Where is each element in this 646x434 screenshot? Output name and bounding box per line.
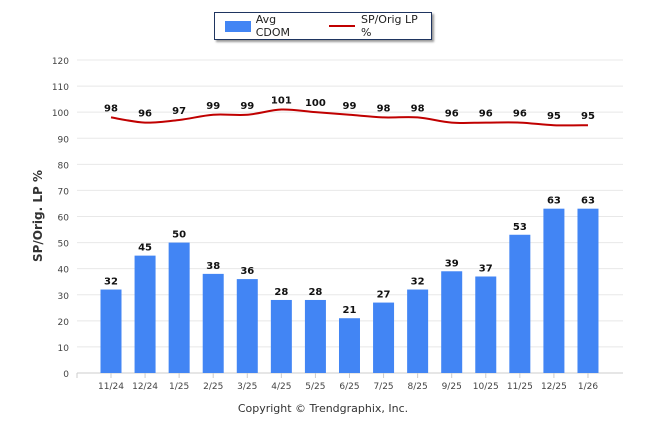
y-tick-label: 120 bbox=[52, 57, 69, 67]
bar-avg-cdom bbox=[134, 255, 156, 373]
legend-label-sp-orig: SP/Orig LP % bbox=[360, 13, 418, 39]
bar-avg-cdom bbox=[509, 234, 531, 373]
line-data-label: 96 bbox=[138, 109, 152, 120]
y-tick-label: 90 bbox=[58, 135, 70, 145]
bar-avg-cdom bbox=[441, 271, 463, 373]
bar-avg-cdom bbox=[577, 208, 599, 373]
y-tick-label: 20 bbox=[58, 318, 70, 328]
x-tick-label: 1/26 bbox=[578, 382, 598, 392]
line-data-label: 101 bbox=[271, 96, 292, 107]
x-tick-label: 11/24 bbox=[98, 382, 124, 392]
line-data-label: 98 bbox=[411, 103, 425, 114]
bar-data-label: 32 bbox=[104, 277, 118, 288]
bar-avg-cdom bbox=[202, 273, 224, 373]
bar-avg-cdom bbox=[475, 276, 497, 373]
line-data-label: 99 bbox=[206, 101, 220, 112]
y-tick-label: 40 bbox=[58, 266, 70, 276]
bar-data-label: 53 bbox=[513, 222, 527, 233]
line-sp-orig-lp bbox=[110, 108, 588, 127]
y-tick-label: 10 bbox=[58, 344, 70, 354]
bar-avg-cdom bbox=[168, 242, 190, 373]
bar-avg-cdom bbox=[338, 318, 360, 373]
bar-data-label: 27 bbox=[377, 290, 391, 301]
line-data-label: 98 bbox=[377, 103, 391, 114]
y-tick-label: 110 bbox=[52, 83, 69, 93]
line-data-label: 95 bbox=[581, 111, 595, 122]
line-data-label: 98 bbox=[104, 103, 118, 114]
bar-avg-cdom bbox=[270, 299, 292, 373]
y-tick-label: 70 bbox=[58, 187, 70, 197]
bar-data-label: 38 bbox=[206, 261, 220, 272]
x-tick-label: 9/25 bbox=[442, 382, 462, 392]
x-tick-label: 3/25 bbox=[237, 382, 257, 392]
bar-avg-cdom bbox=[304, 299, 326, 373]
bar-data-label: 63 bbox=[547, 196, 561, 207]
line-data-label: 99 bbox=[343, 101, 357, 112]
line-data-label: 96 bbox=[513, 109, 527, 120]
bar-data-label: 28 bbox=[308, 287, 322, 298]
x-tick-label: 8/25 bbox=[408, 382, 428, 392]
bar-data-label: 28 bbox=[274, 287, 288, 298]
x-tick-label: 5/25 bbox=[305, 382, 325, 392]
chart-legend: Avg CDOM SP/Orig LP % bbox=[214, 12, 432, 40]
y-tick-label: 100 bbox=[52, 109, 69, 119]
x-tick-label: 7/25 bbox=[373, 382, 393, 392]
x-tick-label: 6/25 bbox=[339, 382, 359, 392]
copyright-text: Copyright © Trendgraphix, Inc. bbox=[237, 402, 409, 415]
line-data-label: 99 bbox=[240, 101, 254, 112]
line-data-label: 97 bbox=[172, 106, 186, 117]
bar-data-label: 36 bbox=[240, 266, 254, 277]
y-tick-label: 60 bbox=[58, 214, 70, 224]
x-tick-label: 4/25 bbox=[271, 382, 291, 392]
x-tick-label: 2/25 bbox=[203, 382, 223, 392]
legend-label-avg-cdom: Avg CDOM bbox=[255, 13, 291, 39]
bar-data-label: 21 bbox=[343, 305, 357, 316]
bar-avg-cdom bbox=[236, 279, 258, 373]
bar-data-label: 37 bbox=[479, 263, 493, 274]
x-tick-label: 11/25 bbox=[507, 382, 533, 392]
x-tick-label: 10/25 bbox=[473, 382, 499, 392]
line-data-label: 100 bbox=[305, 98, 326, 109]
y-tick-label: 30 bbox=[58, 292, 70, 302]
x-tick-label: 12/25 bbox=[541, 382, 567, 392]
line-data-label: 96 bbox=[479, 109, 493, 120]
bar-avg-cdom bbox=[100, 289, 122, 373]
bar-data-label: 45 bbox=[138, 243, 152, 254]
y-tick-label: 50 bbox=[58, 240, 70, 250]
bar-data-label: 39 bbox=[445, 258, 459, 269]
bar-data-label: 63 bbox=[581, 196, 595, 207]
y-axis-label: SP/Orig. LP % bbox=[31, 170, 45, 262]
x-tick-label: 12/24 bbox=[132, 382, 158, 392]
bar-avg-cdom bbox=[543, 208, 565, 373]
bar-avg-cdom bbox=[373, 302, 395, 373]
y-tick-label: 0 bbox=[63, 370, 69, 380]
y-tick-label: 80 bbox=[58, 161, 70, 171]
bar-data-label: 32 bbox=[411, 277, 425, 288]
line-data-label: 95 bbox=[547, 111, 561, 122]
legend-swatch-sp-orig bbox=[329, 25, 355, 27]
x-tick-label: 1/25 bbox=[169, 382, 189, 392]
bar-avg-cdom bbox=[407, 289, 429, 373]
bar-data-label: 50 bbox=[172, 230, 186, 241]
legend-swatch-avg-cdom bbox=[225, 20, 251, 32]
line-data-label: 96 bbox=[445, 109, 459, 120]
